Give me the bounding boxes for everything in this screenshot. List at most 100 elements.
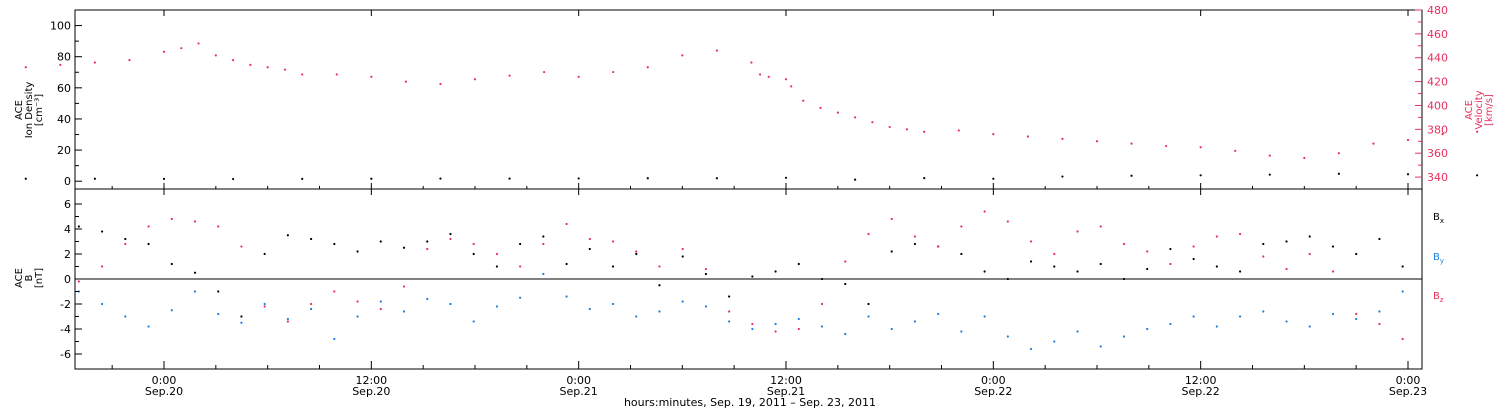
lower-point-bz: [1006, 220, 1009, 223]
lower-point-bz: [310, 302, 313, 306]
lower-point-by: [1331, 312, 1335, 316]
lower-point-bz: [890, 217, 893, 221]
lower-point-by: [1076, 330, 1079, 333]
lower-point-bx: [588, 247, 591, 251]
y-lower-label-line: ACE: [14, 268, 25, 288]
lower-point-bz: [402, 285, 406, 288]
lower-point-bz: [844, 260, 847, 263]
y-lower-tick-label: 0: [64, 273, 71, 286]
lower-point-bz: [588, 237, 591, 241]
lower-point-bz: [77, 280, 80, 283]
upper-point: [1165, 144, 1168, 148]
upper-point: [1130, 142, 1133, 145]
lower-point-bx: [286, 234, 289, 237]
lower-point-by: [147, 325, 150, 328]
lower-point-bx: [379, 240, 382, 243]
lower-point-bx: [797, 262, 800, 266]
lower-point-by: [820, 325, 824, 328]
upper-point: [1268, 154, 1271, 157]
y-left-tick-label: 20: [57, 144, 71, 157]
lower-point-by: [681, 300, 684, 303]
y-right-tick-label: 440: [1427, 52, 1448, 65]
lower-point-bz: [1401, 337, 1404, 341]
upper-point: [819, 106, 822, 109]
lower-point-by: [449, 302, 452, 306]
lower-point-bx: [890, 250, 893, 253]
lower-point-bz: [356, 300, 359, 303]
lower-point-bz: [379, 307, 382, 311]
lower-panel-marks: [77, 210, 1404, 351]
lower-point-bx: [1215, 265, 1218, 268]
lower-point-bz: [751, 322, 754, 326]
lower-point-by: [1122, 335, 1126, 338]
upper-point: [1268, 173, 1271, 176]
lower-point-bx: [1308, 235, 1311, 238]
upper-point: [283, 68, 287, 71]
lower-point-by: [1401, 290, 1404, 293]
upper-point: [681, 54, 684, 57]
lower-point-by: [472, 320, 475, 323]
lower-point-bz: [611, 240, 615, 243]
lower-point-by: [751, 327, 754, 331]
lower-point-bx: [1355, 252, 1358, 256]
lower-point-by: [704, 305, 708, 308]
lower-point-bz: [286, 320, 289, 323]
lower-point-by: [890, 327, 893, 331]
lower-point-bz: [263, 305, 266, 308]
y-lower-label-line: [nT]: [34, 268, 45, 288]
y-right-label: ACE Velocity [km/s]: [1464, 90, 1495, 129]
upper-point: [577, 75, 580, 78]
upper-point: [784, 78, 788, 81]
lower-point-by: [1285, 320, 1288, 323]
lower-point-bx: [519, 242, 522, 246]
lower-point-by: [1355, 317, 1358, 321]
upper-point: [871, 121, 874, 124]
x-tick-time: 0:00: [1396, 374, 1421, 387]
y-left-tick-label: 0: [64, 175, 71, 188]
lower-point-bz: [124, 242, 127, 246]
upper-point: [715, 49, 718, 52]
lower-point-bx: [426, 240, 429, 243]
lower-point-by: [611, 302, 615, 306]
y-left-label-line: Ion Density: [24, 82, 35, 139]
y-right-label-line: Velocity: [1474, 90, 1485, 129]
upper-point: [646, 177, 649, 180]
y-left-tick-label: 40: [57, 113, 71, 126]
lower-point-bx: [310, 237, 313, 241]
upper-point: [767, 75, 770, 78]
upper-point: [1476, 174, 1479, 177]
lower-point-bz: [704, 267, 708, 271]
lower-point-by: [867, 315, 870, 318]
lower-point-bz: [1146, 250, 1149, 253]
upper-point: [232, 177, 235, 181]
lower-point-by: [1146, 327, 1149, 331]
lower-point-bx: [1192, 257, 1195, 261]
lower-point-by: [519, 296, 522, 299]
lower-point-bz: [1192, 245, 1195, 248]
y-right-tick-label: 360: [1427, 147, 1448, 160]
axis-labels: 020406080100340360380400420440460480-6-4…: [14, 4, 1495, 398]
y-left-tick-label: 80: [57, 51, 71, 64]
upper-point: [905, 128, 909, 131]
x-tick-date: Sep.22: [974, 385, 1012, 398]
lower-point-bx: [147, 242, 150, 246]
y-left-label-line: ACE: [14, 100, 25, 120]
upper-point: [404, 80, 407, 83]
lower-point-bz: [495, 252, 499, 256]
upper-point: [24, 177, 27, 180]
lower-point-bz: [1308, 252, 1311, 256]
lower-point-bx: [1053, 265, 1056, 268]
upper-point: [992, 133, 995, 136]
y-lower-tick-label: -4: [60, 323, 71, 336]
lower-point-bx: [472, 252, 475, 256]
upper-point: [784, 176, 788, 179]
upper-point: [1234, 149, 1237, 152]
upper-point: [370, 177, 373, 180]
lower-point-bx: [635, 252, 638, 256]
y-left-tick-label: 100: [50, 20, 71, 33]
lower-point-bz: [960, 225, 963, 228]
lower-point-bz: [1331, 270, 1335, 273]
upper-point: [473, 78, 477, 81]
upper-point: [370, 75, 373, 78]
upper-point: [854, 178, 857, 181]
